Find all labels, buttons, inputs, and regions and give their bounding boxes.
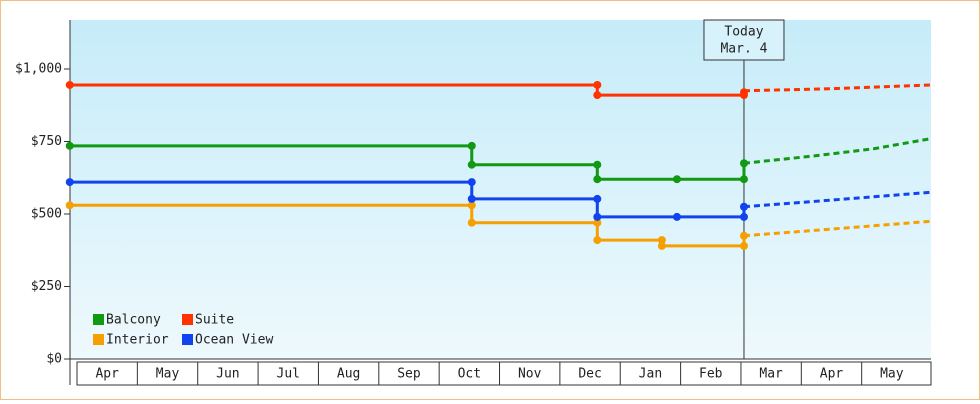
price-point [672, 175, 681, 184]
forecast-line [743, 219, 932, 238]
price-point [739, 241, 748, 250]
x-tick-label: Mar [759, 367, 783, 382]
price-point [65, 201, 74, 210]
price-point [593, 236, 602, 245]
y-tick-label: $250 [31, 279, 62, 294]
x-tick-label: Apr [95, 367, 119, 382]
x-tick-label: Feb [699, 367, 723, 382]
x-tick-label: Dec [578, 367, 601, 382]
x-tick-label: Jul [277, 367, 300, 382]
x-tick-label: Jan [639, 367, 662, 382]
price-point [65, 80, 74, 89]
legend-swatch [93, 314, 104, 325]
forecast-line [743, 83, 932, 93]
today-label: Today [724, 25, 763, 40]
legend-label: Interior [106, 333, 169, 348]
forecast-line [743, 137, 932, 165]
price-point [739, 212, 748, 221]
price-point [593, 91, 602, 100]
price-point [65, 178, 74, 187]
x-tick-label: May [156, 367, 180, 382]
x-tick-label: Sep [397, 367, 421, 382]
today-label: Mar. 4 [720, 42, 767, 57]
forecast-line [743, 190, 932, 209]
legend-label: Suite [195, 313, 234, 328]
price-point [657, 236, 666, 245]
x-tick-label: Oct [458, 367, 481, 382]
legend-label: Balcony [106, 313, 161, 328]
y-tick-label: $1,000 [15, 62, 62, 77]
legend-swatch [93, 334, 104, 345]
price-point [467, 160, 476, 169]
y-tick-label: $500 [31, 207, 62, 222]
price-point [657, 241, 666, 250]
price-point [672, 212, 681, 221]
x-axis-box [76, 361, 932, 386]
price-point [65, 141, 74, 150]
price-point [739, 175, 748, 184]
legend-swatch [182, 314, 193, 325]
x-tick-label: Jun [216, 367, 239, 382]
legend-swatch [182, 334, 193, 345]
price-point [467, 178, 476, 187]
price-point [739, 231, 748, 240]
x-tick-label: May [880, 367, 904, 382]
price-point [593, 175, 602, 184]
x-tick-label: Nov [518, 367, 542, 382]
y-tick-label: $0 [46, 352, 62, 367]
price-point [593, 218, 602, 227]
price-point [739, 202, 748, 211]
x-tick-label: Aug [337, 367, 360, 382]
price-point [467, 141, 476, 150]
price-point [593, 160, 602, 169]
today-box [703, 19, 785, 61]
price-point [467, 194, 476, 203]
price-point [467, 201, 476, 210]
legend-label: Ocean View [195, 333, 273, 348]
price-point [593, 212, 602, 221]
price-point [467, 218, 476, 227]
plot-area [70, 20, 931, 359]
price-point [739, 88, 748, 97]
price-point [593, 80, 602, 89]
price-point [739, 159, 748, 168]
price-point [593, 194, 602, 203]
y-tick-label: $750 [31, 134, 62, 149]
x-tick-label: Apr [820, 367, 844, 382]
